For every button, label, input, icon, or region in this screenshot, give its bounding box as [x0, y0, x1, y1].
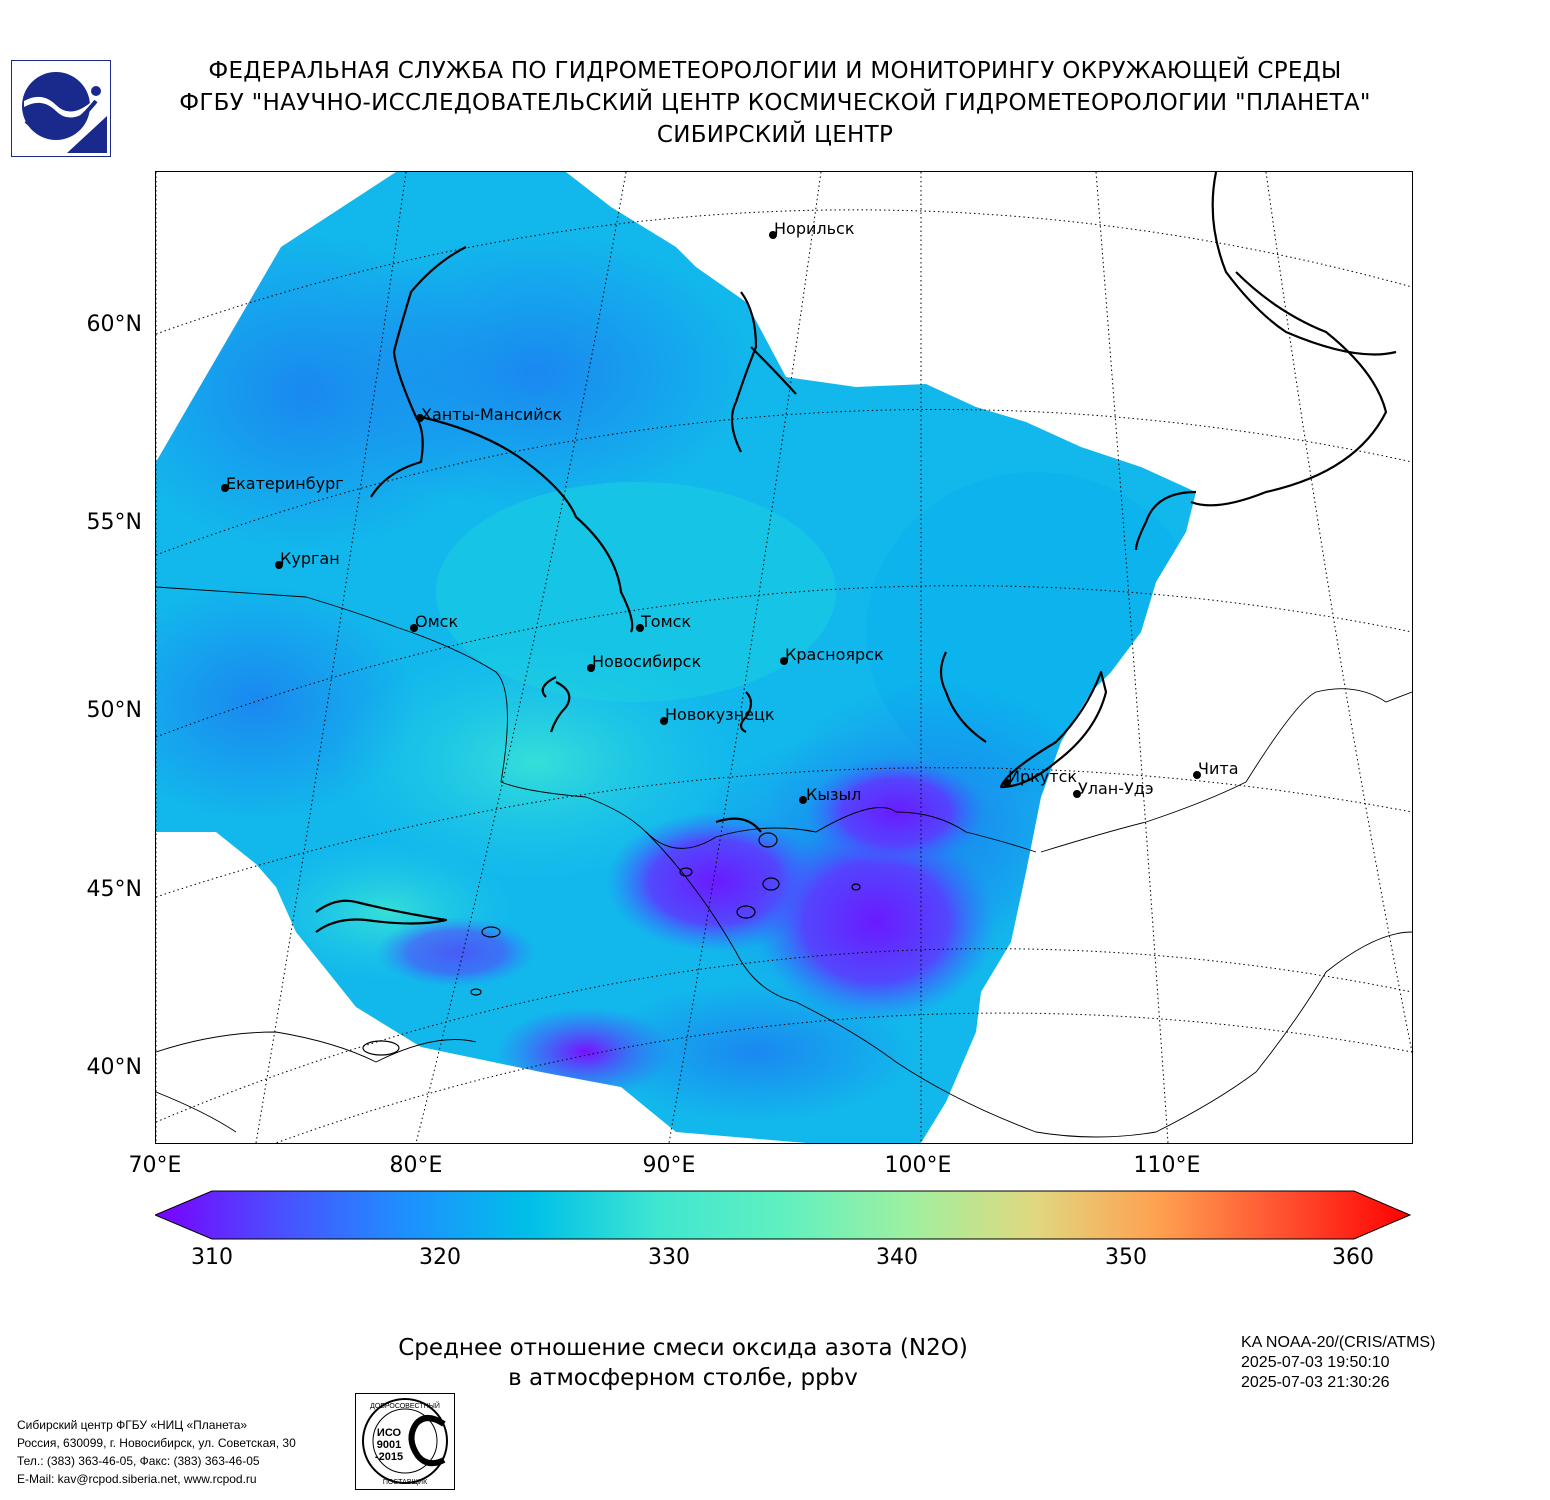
colorbar-tick: 330: [648, 1245, 690, 1270]
lon-label: 90°E: [642, 1153, 696, 1178]
footer-line-4: E-Mail: kav@rcpod.siberia.net, www.rcpod…: [17, 1472, 257, 1486]
colorbar-tick: 340: [876, 1245, 918, 1270]
lon-label: 100°E: [884, 1153, 952, 1178]
caption-line-1: Среднее отношение смеси оксида азота (N2…: [398, 1335, 968, 1361]
footer-line-3: Тел.: (383) 363-46-05, Факс: (383) 363-4…: [17, 1454, 260, 1468]
svg-text:-2015: -2015: [375, 1451, 403, 1463]
colorbar-tick: 350: [1105, 1245, 1147, 1270]
lat-label: 50°N: [86, 698, 142, 723]
lon-label: 80°E: [389, 1153, 443, 1178]
satellite-time-start: 2025-07-03 19:50:10: [1241, 1354, 1390, 1371]
satellite-name: KA NOAA-20/(CRIS/ATMS): [1241, 1334, 1436, 1351]
lat-label: 60°N: [86, 312, 142, 337]
iso-9001-stamp: ИСО 9001 -2015 ДОБРОСОВЕСТНЫЙ ПОСТАВЩИК: [355, 1393, 455, 1490]
caption-line-2: в атмосферном столбе, ppbv: [508, 1365, 858, 1391]
lat-label: 55°N: [86, 510, 142, 535]
footer-line-1: Сибирский центр ФГБУ «НИЦ «Планета»: [17, 1418, 248, 1432]
colorbar-tick: 310: [191, 1245, 233, 1270]
header-line-1: ФЕДЕРАЛЬНАЯ СЛУЖБА ПО ГИДРОМЕТЕОРОЛОГИИ …: [208, 58, 1342, 84]
svg-text:ИСО: ИСО: [377, 1427, 402, 1439]
map-frame: [155, 171, 1413, 1144]
map-canvas: [156, 172, 1412, 1143]
colorbar-tick: 320: [419, 1245, 461, 1270]
planeta-logo: [11, 60, 111, 157]
svg-text:ДОБРОСОВЕСТНЫЙ: ДОБРОСОВЕСТНЫЙ: [370, 1401, 440, 1410]
lat-label: 40°N: [86, 1055, 142, 1080]
header-line-3: СИБИРСКИЙ ЦЕНТР: [656, 122, 894, 148]
lon-label: 110°E: [1133, 1153, 1201, 1178]
svg-text:9001: 9001: [377, 1439, 401, 1451]
footer-line-2: Россия, 630099, г. Новосибирск, ул. Сове…: [17, 1436, 296, 1450]
lon-label: 70°E: [128, 1153, 182, 1178]
lat-label: 45°N: [86, 877, 142, 902]
svg-text:ПОСТАВЩИК: ПОСТАВЩИК: [383, 1479, 428, 1486]
colorbar: [153, 1190, 1412, 1240]
header-line-2: ФГБУ "НАУЧНО-ИССЛЕДОВАТЕЛЬСКИЙ ЦЕНТР КОС…: [179, 90, 1371, 116]
satellite-time-end: 2025-07-03 21:30:26: [1241, 1374, 1390, 1391]
colorbar-tick: 360: [1332, 1245, 1374, 1270]
